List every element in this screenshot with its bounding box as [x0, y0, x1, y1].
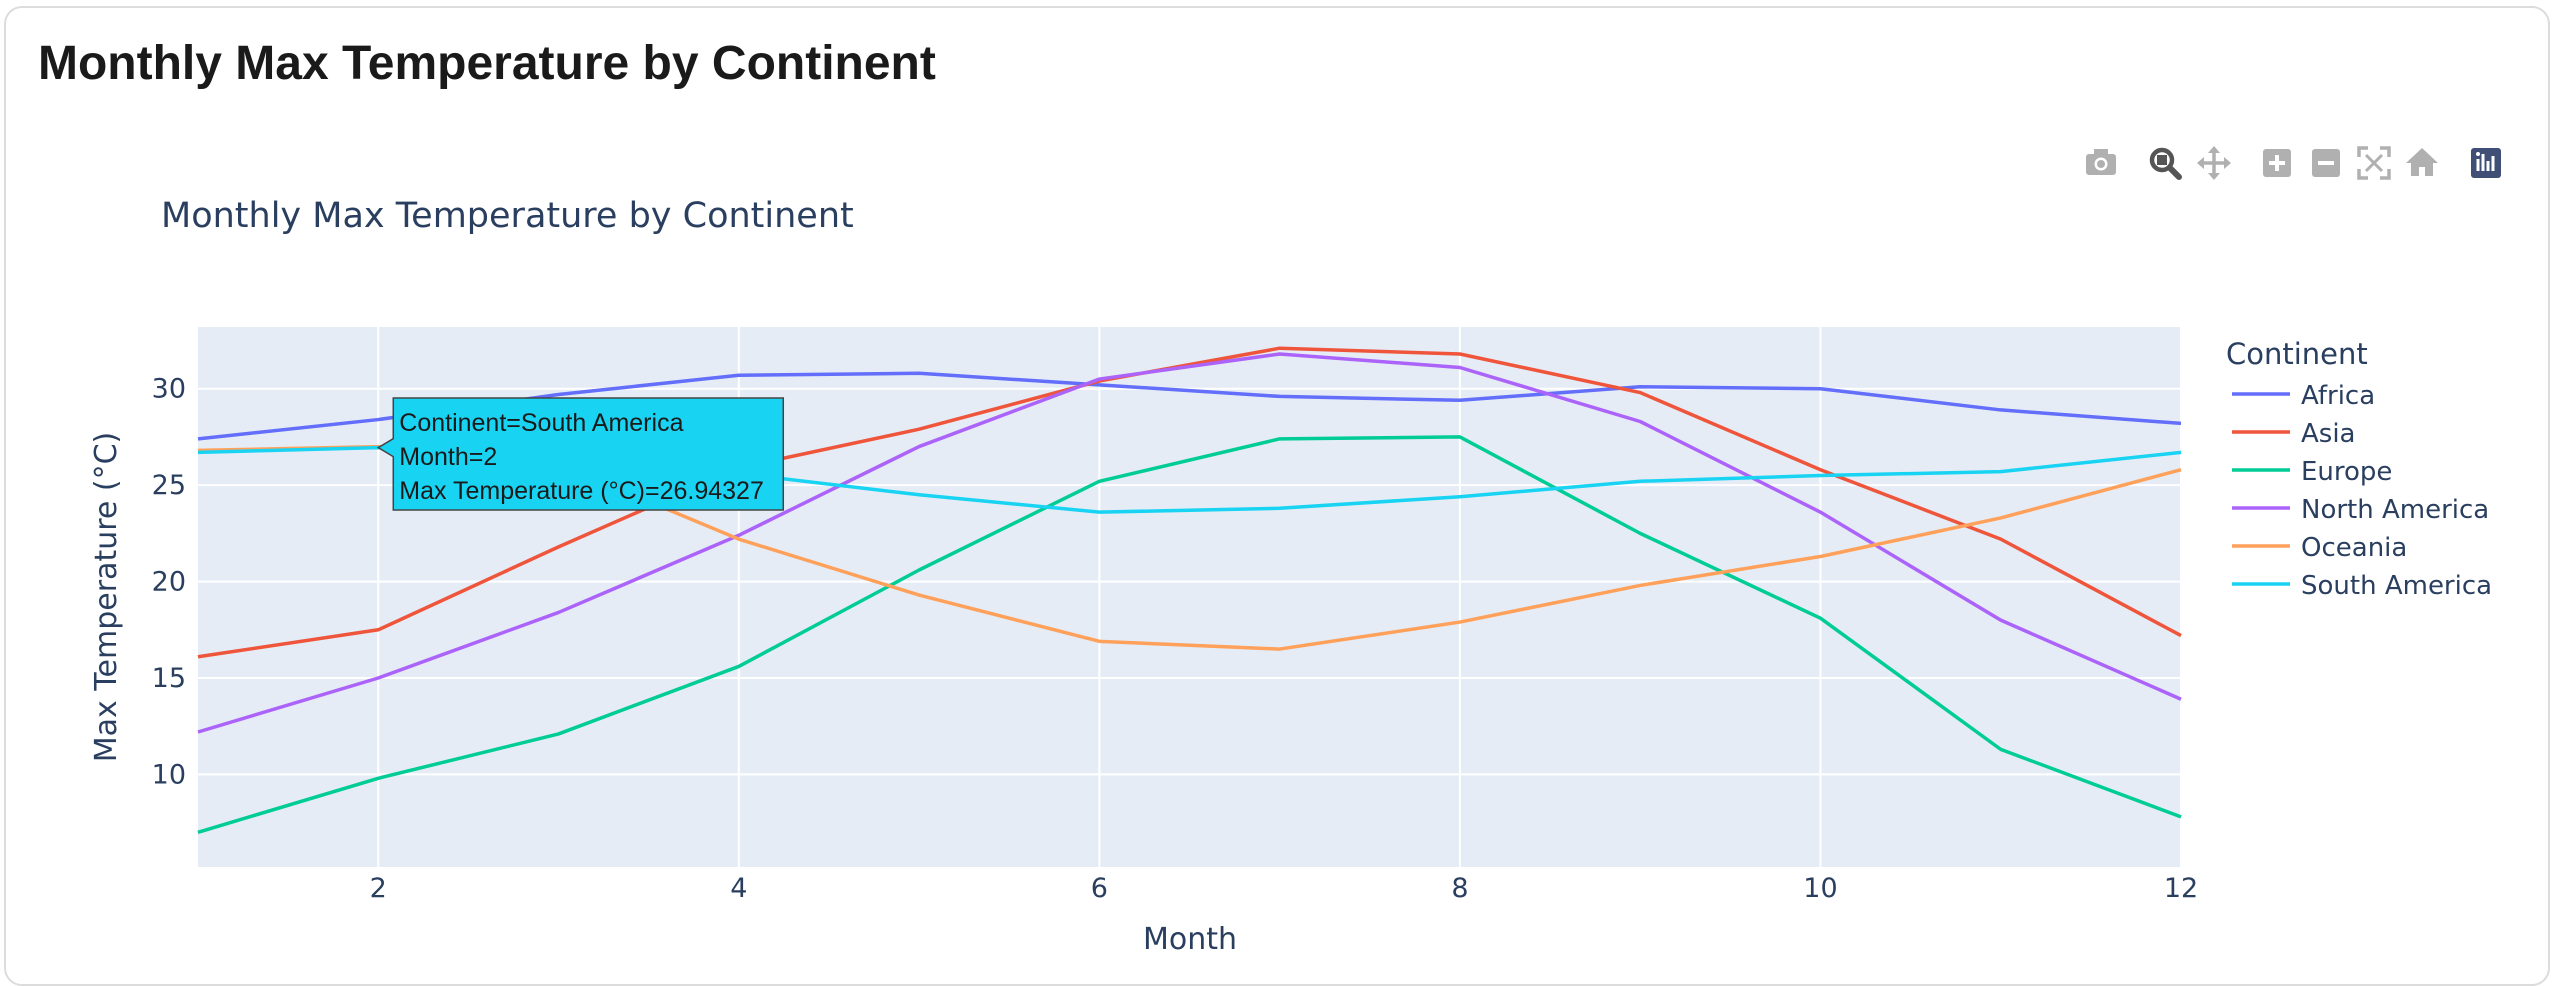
tooltip-line: Month=2: [399, 443, 497, 471]
legend-label: North America: [2301, 495, 2489, 525]
plotly-logo-bar: [2486, 161, 2490, 171]
pan-arrow: [2197, 157, 2204, 169]
legend-label: Africa: [2301, 381, 2375, 411]
zoom-out-h: [2318, 161, 2334, 165]
legend-label: South America: [2301, 571, 2492, 601]
legend-item-europe[interactable]: Europe: [2232, 457, 2392, 487]
camera-top: [2094, 149, 2108, 156]
y-tick-label: 10: [152, 759, 186, 790]
tooltip-line: Continent=South America: [399, 409, 683, 437]
autoscale-icon[interactable]: Autoscale: [2357, 146, 2391, 180]
y-tick-label: 15: [152, 663, 186, 694]
plotly-logo-bar: [2491, 156, 2495, 171]
autoscale-corner: [2380, 146, 2391, 157]
x-tick-label: 4: [730, 873, 747, 904]
legend-title: Continent: [2226, 337, 2368, 371]
x-axis-label: Month: [1143, 922, 1237, 957]
zoom-icon[interactable]: Zoom: [2149, 147, 2182, 180]
legend-label: Europe: [2301, 457, 2392, 487]
hover-tooltip: Continent=South America Month=2 Max Temper…: [376, 397, 785, 511]
axis-ticks: 2 4 6 8 10 12 10 15 20 25 30: [152, 374, 2199, 904]
plotly-logo-bg: [2471, 148, 2501, 178]
legend-item-south-america[interactable]: South America: [2232, 571, 2492, 601]
magnifier-handle: [2167, 165, 2182, 180]
zoom-out-icon[interactable]: Zoom out: [2312, 149, 2340, 177]
legend-item-north-america[interactable]: North America: [2232, 495, 2489, 525]
legend-item-africa[interactable]: Africa: [2232, 381, 2375, 411]
y-axis-label: Max Temperature (°C): [89, 432, 124, 762]
plotly-logo-bar: [2476, 159, 2480, 171]
autoscale-diag: [2364, 153, 2384, 173]
camera-icon[interactable]: Download plot as a png: [2086, 149, 2116, 175]
tooltip-line: Max Temperature (°C)=26.94327: [399, 477, 764, 505]
autoscale-corner: [2380, 169, 2391, 180]
y-tick-label: 25: [152, 470, 186, 501]
camera-lens-inner: [2097, 160, 2105, 168]
y-tick-label: 20: [152, 567, 186, 598]
legend-item-asia[interactable]: Asia: [2232, 419, 2356, 449]
legend-label: Asia: [2301, 419, 2356, 449]
legend-label: Oceania: [2301, 533, 2407, 563]
modebar: Download plot as a png Zoom Pan Zoom in Zoom…: [2086, 146, 2501, 180]
series-line-asia[interactable]: [197, 346, 2182, 659]
x-tick-label: 6: [1091, 873, 1108, 904]
series-line-europe[interactable]: [197, 435, 2182, 834]
plotly-logo-bar: [2481, 154, 2485, 171]
magnifier-ring: [2149, 147, 2175, 173]
y-tick-label: 30: [152, 374, 186, 405]
series-line-north-america[interactable]: [197, 352, 2182, 734]
legend-item-oceania[interactable]: Oceania: [2232, 533, 2407, 563]
chart-title: Monthly Max Temperature by Continent: [161, 196, 854, 236]
zoom-in-icon[interactable]: Zoom in: [2263, 149, 2291, 177]
pan-arrow: [2208, 173, 2220, 180]
legend: Continent Africa Asia Europe North America O…: [2226, 337, 2492, 601]
autoscale-corner: [2357, 169, 2368, 180]
x-tick-label: 2: [370, 873, 387, 904]
page-title: Monthly Max Temperature by Continent: [38, 37, 936, 90]
pan-icon[interactable]: Pan: [2197, 146, 2231, 180]
pan-arrow: [2224, 157, 2231, 169]
x-tick-label: 8: [1451, 873, 1468, 904]
home-shape: [2406, 148, 2438, 176]
reset-axes-icon[interactable]: Reset axes: [2406, 148, 2438, 176]
zoom-in-v: [2275, 155, 2279, 171]
tooltip-box: [376, 397, 785, 511]
autoscale-corner: [2357, 146, 2368, 157]
pan-arrow: [2208, 146, 2220, 153]
magnifier-box: [2157, 155, 2167, 165]
plotly-logo-dot: [2476, 152, 2480, 156]
x-tick-label: 12: [2164, 873, 2198, 904]
x-tick-label: 10: [1803, 873, 1837, 904]
plotly-logo-icon[interactable]: Produced with Plotly: [2471, 148, 2501, 178]
